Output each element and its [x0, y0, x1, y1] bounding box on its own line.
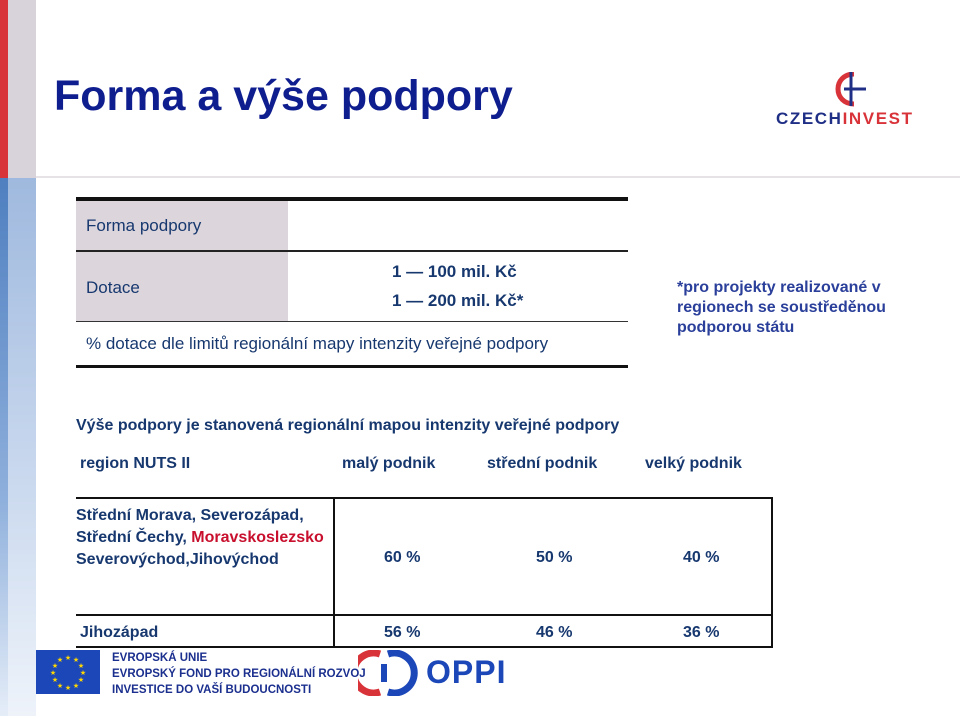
svg-text:★: ★ — [73, 682, 79, 690]
left-accent-bar-bottom — [0, 178, 36, 716]
svg-text:★: ★ — [78, 676, 84, 684]
svg-text:★: ★ — [80, 669, 86, 677]
column-header-large: velký podnik — [645, 455, 742, 472]
svg-text:★: ★ — [57, 682, 63, 690]
svg-text:★: ★ — [52, 676, 58, 684]
row1-small-value: 60 % — [384, 549, 421, 566]
column-header-medium: střední podnik — [487, 455, 598, 472]
czechinvest-emblem-icon — [835, 72, 866, 107]
table-divider — [76, 250, 628, 252]
czechinvest-wordmark: CZECHINVEST — [776, 109, 914, 129]
column-header-region: region NUTS II — [80, 455, 191, 472]
row1-large-value: 40 % — [683, 549, 720, 566]
svg-text:★: ★ — [57, 656, 63, 664]
eu-line-2: EVROPSKÝ FOND PRO REGIONÁLNÍ ROZVOJ — [112, 668, 366, 680]
logo-part-czech: CZECH — [776, 109, 843, 128]
eu-stars-icon: ★ ★★ ★★★ ★★★ ★★★ — [50, 654, 86, 692]
table-right-edge — [771, 497, 773, 648]
svg-text:★: ★ — [65, 684, 71, 692]
column-header-small: malý podnik — [342, 455, 436, 472]
table-divider — [76, 321, 628, 322]
region-highlight: Moravskoslezsko — [191, 529, 324, 546]
czechinvest-logo: CZECHINVEST — [776, 72, 926, 132]
svg-text:★: ★ — [78, 662, 84, 670]
svg-text:★: ★ — [65, 654, 71, 662]
region-list-tail: Severovýchod,Jihovýchod — [76, 551, 279, 568]
left-accent-bar-top — [0, 0, 36, 178]
dotace-cell — [76, 252, 288, 321]
svg-text:★: ★ — [73, 656, 79, 664]
percent-label: % dotace dle limitů regionální mapy inte… — [86, 334, 549, 353]
dotace-label: Dotace — [86, 278, 140, 297]
oppi-emblem-icon — [358, 650, 418, 696]
table-header-rule — [76, 497, 773, 499]
dotace-value-2: 1 — 200 mil. Kč* — [392, 291, 524, 310]
header-divider — [36, 176, 960, 178]
eu-line-3: INVESTICE DO VAŠÍ BUDOUCNOSTI — [112, 684, 312, 696]
row1-medium-value: 50 % — [536, 549, 573, 566]
table-bottom-rule — [76, 646, 773, 648]
table-bottom-rule — [76, 365, 628, 368]
eu-line-1: EVROPSKÁ UNIE — [112, 652, 208, 664]
table-top-rule — [76, 197, 628, 201]
footnote: *pro projekty realizované v regionech se… — [677, 279, 886, 336]
header-cell — [76, 201, 288, 250]
eu-flag-icon: ★ ★ ★ ★ ★ ★ ★ ★ ★ ★ ★ ★ — [36, 650, 100, 694]
logo-part-invest: INVEST — [842, 109, 914, 128]
eu-text-block: EVROPSKÁ UNIE EVROPSKÝ FOND PRO REGIONÁL… — [112, 650, 366, 698]
row2-small-value: 56 % — [384, 624, 421, 641]
column-divider — [333, 497, 335, 648]
svg-text:★: ★ — [52, 662, 58, 670]
region-list: Střední Morava, Severozápad, Střední Čec… — [76, 507, 304, 546]
footer: ★ ★ ★ ★ ★ ★ ★ ★ ★ ★ ★ ★ EVROPSKÁ UNIE EVROPSKÝ F… — [36, 646, 960, 716]
table-header-label: Forma podpory — [86, 216, 202, 235]
row2-large-value: 36 % — [683, 624, 720, 641]
row2-medium-value: 46 % — [536, 624, 573, 641]
oppi-wordmark: OPPI — [426, 654, 507, 690]
dotace-value-1: 1 — 100 mil. Kč — [392, 262, 517, 281]
table-row-rule — [76, 614, 773, 616]
slide-title: Forma a výše podpory — [54, 72, 513, 120]
section-heading: Výše podpory je stanovená regionální map… — [76, 417, 620, 434]
svg-text:★: ★ — [50, 669, 56, 677]
row2-region: Jihozápad — [80, 624, 159, 641]
region-cell-row1: Střední Morava, Severozápad, Střední Čec… — [76, 505, 331, 571]
